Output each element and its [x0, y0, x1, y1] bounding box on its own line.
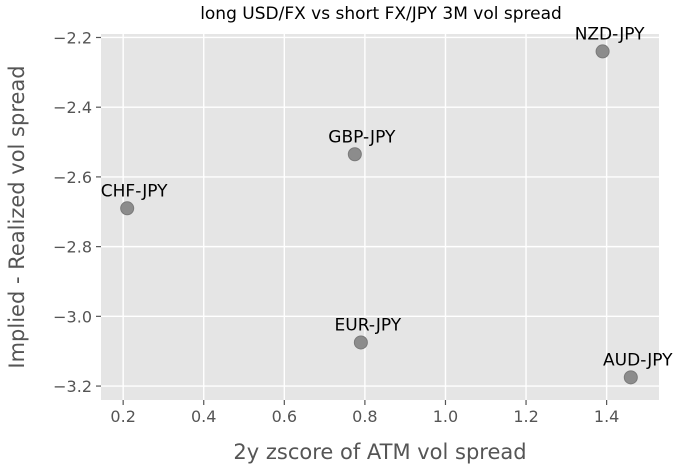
point-label: GBP-JPY [328, 127, 396, 147]
data-point [623, 370, 638, 385]
y-axis-ticks: −2.2 −2.4 −2.6 −2.8 −3.0 −3.2 [53, 28, 101, 396]
y-tick-label: −2.2 [53, 28, 92, 47]
data-point [595, 44, 610, 59]
data-point [120, 201, 135, 216]
x-tick-label: 1.0 [433, 407, 458, 426]
x-axis-label: 2y zscore of ATM vol spread [233, 440, 526, 464]
y-tick-label: −2.8 [53, 238, 92, 257]
x-tick-label: 1.4 [594, 407, 619, 426]
y-axis-label: Implied - Realized vol spread [5, 65, 29, 368]
data-points: NZD-JPY GBP-JPY CHF-JPY EUR-JPY AUD-JPY [101, 24, 673, 385]
data-point [347, 147, 362, 162]
x-axis-ticks: 0.2 0.4 0.6 0.8 1.0 1.2 1.4 [110, 400, 619, 426]
plot-area [101, 34, 659, 400]
x-tick-label: 0.4 [191, 407, 216, 426]
grid-lines [101, 34, 659, 400]
y-tick-label: −3.2 [53, 377, 92, 396]
chart-title: long USD/FX vs short FX/JPY 3M vol sprea… [200, 4, 562, 24]
y-tick-label: −3.0 [53, 307, 92, 326]
x-tick-label: 0.6 [272, 407, 297, 426]
x-tick-label: 0.8 [352, 407, 377, 426]
data-point [353, 335, 368, 350]
point-label: CHF-JPY [101, 181, 168, 201]
x-tick-label: 1.2 [513, 407, 538, 426]
x-tick-label: 0.2 [110, 407, 135, 426]
point-label: AUD-JPY [603, 350, 673, 370]
point-label: NZD-JPY [575, 24, 645, 44]
point-label: EUR-JPY [335, 315, 402, 335]
y-tick-label: −2.4 [53, 98, 92, 117]
y-tick-label: −2.6 [53, 168, 92, 187]
